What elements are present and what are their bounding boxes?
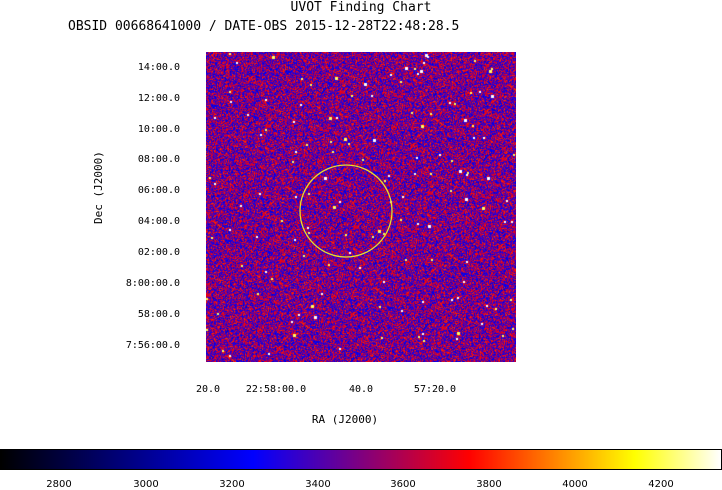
ra-tick-label: 22:58:00.0 bbox=[245, 384, 307, 395]
dec-tick-label: 06:00.0 bbox=[137, 185, 180, 196]
colorbar-tick-label: 3600 bbox=[390, 479, 416, 490]
dec-axis-label: Dec (J2000) bbox=[92, 151, 105, 224]
dec-tick-label: 04:00.0 bbox=[137, 216, 180, 227]
colorbar-tick-label: 2800 bbox=[46, 479, 72, 490]
colorbar-tick-label: 3400 bbox=[305, 479, 331, 490]
source-region-circle bbox=[299, 164, 393, 258]
ra-axis-label: RA (J2000) bbox=[311, 413, 379, 426]
dec-tick-label: 02:00.0 bbox=[137, 247, 180, 258]
colorbar-tick-label: 3000 bbox=[133, 479, 159, 490]
sky-image-pixels bbox=[206, 52, 516, 362]
ra-tick-label: 40.0 bbox=[348, 384, 374, 395]
colorbar-tick-label: 3200 bbox=[219, 479, 245, 490]
colorbar-tick-label: 4000 bbox=[562, 479, 588, 490]
chart-subtitle: OBSID 00668641000 / DATE-OBS 2015-12-28T… bbox=[68, 19, 460, 34]
colorbar bbox=[0, 449, 722, 470]
colorbar-tick-label: 3800 bbox=[476, 479, 502, 490]
dec-tick-label: 7:56:00.0 bbox=[125, 340, 180, 351]
ra-tick-label: 20.0 bbox=[195, 384, 221, 395]
dec-tick-label: 14:00.0 bbox=[137, 62, 180, 73]
dec-tick-label: 8:00:00.0 bbox=[125, 278, 180, 289]
dec-tick-label: 58:00.0 bbox=[137, 309, 180, 320]
chart-title: UVOT Finding Chart bbox=[290, 0, 432, 15]
dec-tick-label: 08:00.0 bbox=[137, 154, 180, 165]
dec-tick-label: 10:00.0 bbox=[137, 124, 180, 135]
ra-tick-label: 57:20.0 bbox=[413, 384, 457, 395]
colorbar-tick-label: 4200 bbox=[648, 479, 674, 490]
sky-image bbox=[206, 52, 516, 362]
dec-tick-label: 12:00.0 bbox=[137, 93, 180, 104]
image-overlay bbox=[299, 164, 393, 258]
